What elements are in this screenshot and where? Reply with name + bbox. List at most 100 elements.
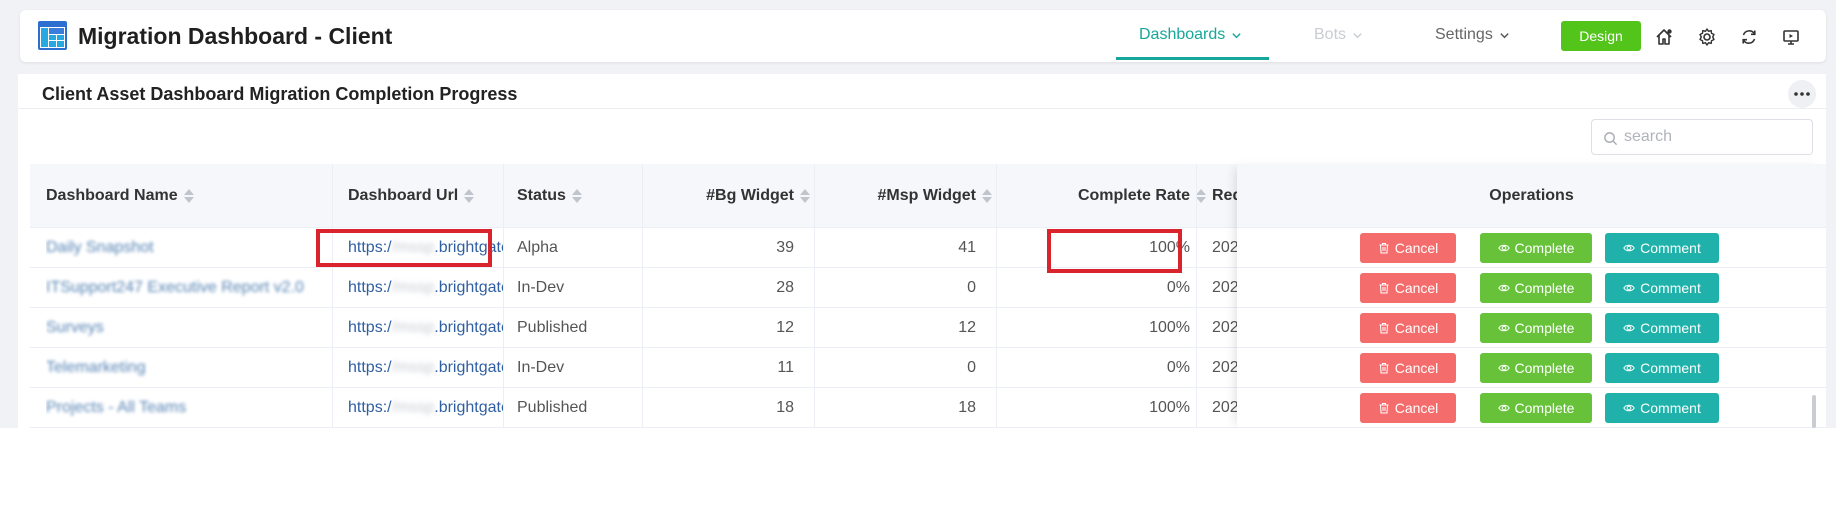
gear-icon[interactable] — [1697, 27, 1717, 47]
sort-icon[interactable] — [183, 188, 194, 204]
nav-settings-label: Settings — [1435, 26, 1493, 43]
column-header-label: Status — [517, 187, 566, 204]
search-icon — [1604, 132, 1618, 146]
monitor-icon[interactable] — [1781, 27, 1801, 47]
column-header-complete-rate[interactable]: Complete Rate — [1006, 164, 1206, 228]
eye-icon — [1497, 244, 1510, 252]
cancel-label: Cancel — [1394, 360, 1439, 376]
eye-icon — [1497, 404, 1510, 412]
url-masked-segment: /mssp — [391, 399, 435, 416]
more-options-button[interactable] — [1788, 80, 1816, 108]
dashboard-name-cell[interactable]: Projects - All Teams — [46, 388, 306, 428]
msp-widget-count: 18 — [958, 399, 976, 416]
dashboard-name: Telemarketing — [46, 359, 146, 376]
trash-icon — [1379, 403, 1389, 414]
sort-icon[interactable] — [1196, 188, 1206, 204]
bg-widget-count: 11 — [777, 359, 794, 376]
operations-row: Cancel Complete Comment — [1237, 268, 1826, 308]
eye-icon — [1497, 364, 1510, 372]
complete-rate: 100% — [1149, 399, 1190, 416]
operations-header: Operations — [1237, 164, 1826, 228]
dashboard-name-cell[interactable]: Daily Snapshot — [46, 228, 306, 268]
app-logo-icon — [38, 21, 67, 50]
comment-button[interactable]: Comment — [1605, 353, 1719, 383]
nav-settings[interactable]: Settings — [1435, 26, 1510, 44]
table-header: Dashboard Name Dashboard Url Status #Bg … — [30, 164, 1826, 228]
dashboard-name: Surveys — [46, 319, 104, 336]
comment-button[interactable]: Comment — [1605, 313, 1719, 343]
eye-icon — [1623, 404, 1635, 412]
msp-widget-count: 0 — [967, 279, 976, 296]
dashboard-url-link[interactable]: https://mssp.brightgate — [348, 308, 503, 348]
dashboard-name-cell[interactable]: Surveys — [46, 308, 306, 348]
url-suffix: .brightgate — [434, 239, 503, 256]
cancel-button[interactable]: Cancel — [1360, 273, 1456, 303]
cancel-button[interactable]: Cancel — [1360, 313, 1456, 343]
comment-label: Comment — [1640, 400, 1701, 416]
comment-label: Comment — [1640, 280, 1701, 296]
complete-button[interactable]: Complete — [1480, 273, 1592, 303]
more-horizontal-icon — [1794, 92, 1810, 96]
status-cell: Alpha — [517, 239, 558, 256]
cancel-label: Cancel — [1394, 240, 1439, 256]
nav-bots-label: Bots — [1314, 26, 1347, 43]
column-header-status[interactable]: Status — [517, 164, 582, 228]
msp-widget-count: 12 — [958, 319, 976, 336]
complete-button[interactable]: Complete — [1480, 393, 1592, 423]
url-prefix: https:/ — [348, 279, 392, 296]
cancel-label: Cancel — [1394, 280, 1439, 296]
column-header-dashboard-url[interactable]: Dashboard Url — [348, 164, 475, 228]
search-input[interactable] — [1624, 120, 1808, 154]
nav-dashboards[interactable]: Dashboards — [1139, 26, 1242, 44]
home-icon[interactable] — [1654, 27, 1674, 47]
comment-button[interactable]: Comment — [1605, 393, 1719, 423]
sort-icon[interactable] — [571, 188, 582, 204]
chevron-down-icon — [1353, 32, 1362, 38]
dashboard-url-link[interactable]: https://mssp.brightgate — [348, 388, 503, 428]
url-suffix: .brightgate — [434, 279, 503, 296]
sort-icon[interactable] — [800, 188, 810, 204]
column-header-req[interactable]: Req — [1212, 164, 1242, 228]
refresh-icon[interactable] — [1739, 27, 1759, 47]
complete-rate: 100% — [1149, 319, 1190, 336]
column-header-dashboard-name[interactable]: Dashboard Name — [46, 164, 194, 228]
column-header-bg-widget[interactable]: #Bg Widget — [642, 164, 810, 228]
dashboard-name-cell[interactable]: ITSupport247 Executive Report v2.0 — [46, 268, 306, 308]
dashboard-name-cell[interactable]: Telemarketing — [46, 348, 306, 388]
url-suffix: .brightgate — [434, 319, 503, 336]
status-cell: Published — [517, 399, 588, 416]
column-divider — [1196, 164, 1197, 428]
eye-icon — [1623, 244, 1635, 252]
operations-row: Cancel Complete Comment — [1237, 388, 1826, 428]
table-row: ITSupport247 Executive Report v2.0 https… — [30, 268, 1826, 308]
sort-icon[interactable] — [982, 188, 992, 204]
dashboard-url-link[interactable]: https://mssp.brightgate — [348, 348, 503, 388]
dashboards-table: Dashboard Name Dashboard Url Status #Bg … — [30, 164, 1826, 428]
chevron-down-icon — [1500, 32, 1509, 38]
app-title: Migration Dashboard - Client — [78, 23, 393, 49]
complete-button[interactable]: Complete — [1480, 313, 1592, 343]
url-suffix: .brightgate — [434, 359, 503, 376]
comment-button[interactable]: Comment — [1605, 273, 1719, 303]
trash-icon — [1379, 363, 1389, 374]
complete-label: Complete — [1514, 320, 1575, 336]
url-suffix: .brightgate — [434, 399, 503, 416]
complete-button[interactable]: Complete — [1480, 353, 1592, 383]
dashboard-url-link[interactable]: https://mssp.brightgate — [348, 268, 503, 308]
complete-button[interactable]: Complete — [1480, 233, 1592, 263]
operations-row: Cancel Complete Comment — [1237, 228, 1826, 268]
cancel-button[interactable]: Cancel — [1360, 353, 1456, 383]
nav-bots[interactable]: Bots — [1314, 26, 1363, 44]
migration-progress-panel: Client Asset Dashboard Migration Complet… — [18, 74, 1826, 428]
dashboard-url-link[interactable]: https://mssp.brightgate — [348, 228, 503, 268]
complete-rate: 0% — [1166, 359, 1190, 376]
status-cell: In-Dev — [517, 279, 565, 296]
active-tab-indicator — [1116, 57, 1269, 60]
cancel-button[interactable]: Cancel — [1360, 393, 1456, 423]
comment-button[interactable]: Comment — [1605, 233, 1719, 263]
design-button[interactable]: Design — [1561, 21, 1641, 51]
cancel-button[interactable]: Cancel — [1360, 233, 1456, 263]
sort-icon[interactable] — [464, 188, 475, 204]
column-header-msp-widget[interactable]: #Msp Widget — [824, 164, 992, 228]
vertical-scrollbar[interactable] — [1812, 395, 1816, 428]
